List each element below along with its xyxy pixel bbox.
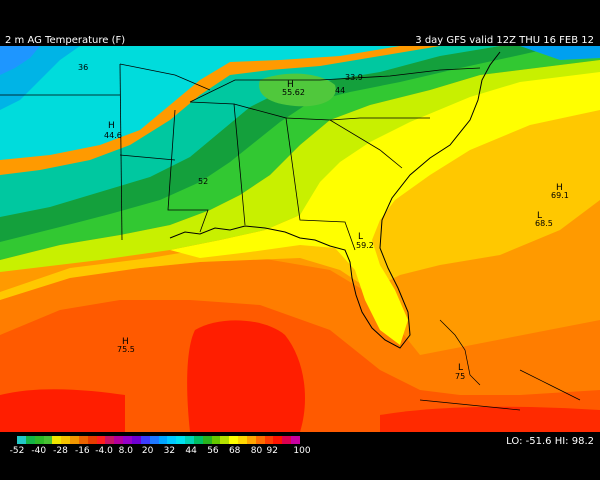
color-scale-cell bbox=[291, 436, 300, 444]
teal-zone bbox=[0, 46, 500, 217]
lo-value: -51.6 bbox=[525, 436, 552, 447]
color-scale-cell bbox=[70, 436, 79, 444]
color-scale-cell bbox=[264, 436, 274, 444]
hi-label: HI: bbox=[554, 436, 569, 447]
high-markers: H 55.62 H 44.6 H 69.1 H 75.5 bbox=[104, 80, 569, 354]
blue-patch-ne bbox=[520, 46, 600, 60]
state-borders bbox=[0, 63, 481, 251]
yellow-green-zone bbox=[0, 60, 600, 272]
color-scale-cell bbox=[149, 436, 159, 444]
color-scale-cell bbox=[238, 436, 247, 444]
color-scale-cell bbox=[193, 436, 203, 444]
lo-hi-stats: LO: -51.6 HI: 98.2 bbox=[506, 436, 594, 447]
color-scale-label: 80 bbox=[250, 446, 263, 456]
color-scale-label: 32 bbox=[163, 446, 176, 456]
high-mark: H bbox=[122, 337, 129, 347]
color-scale-cell bbox=[185, 436, 194, 444]
color-scale-cell bbox=[61, 436, 71, 444]
color-scale-label: 68 bbox=[228, 446, 241, 456]
blue-zone bbox=[0, 46, 40, 75]
color-scale-cell bbox=[114, 436, 124, 444]
color-scale-labels: -52 -40 -28 -16 -4.0 8.0 20 32 44 56 68 80 92 100 bbox=[0, 446, 320, 458]
color-scale-cell bbox=[34, 436, 44, 444]
color-scale-cell bbox=[255, 436, 265, 444]
color-scale-label: -28 bbox=[53, 446, 68, 456]
color-scale-cell bbox=[131, 436, 141, 444]
color-scale-cell bbox=[25, 436, 35, 444]
high-value: 69.1 bbox=[551, 191, 569, 200]
color-scale-cell bbox=[176, 436, 186, 444]
color-scale-cell bbox=[52, 436, 62, 444]
color-scale-cell bbox=[123, 436, 132, 444]
high-value: 75.5 bbox=[117, 345, 135, 354]
color-scale-label: 44 bbox=[185, 446, 197, 456]
low-mark: L bbox=[537, 211, 542, 221]
color-scale-label: -40 bbox=[31, 446, 47, 456]
color-scale-cell bbox=[87, 436, 97, 444]
cyan-zone bbox=[0, 46, 400, 160]
value-labels: 36 44 33.9 52 bbox=[78, 63, 363, 186]
caribbean-islands bbox=[419, 319, 581, 411]
hi-value: 98.2 bbox=[571, 436, 594, 447]
green-zone bbox=[0, 46, 600, 260]
low-value: 75 bbox=[455, 372, 465, 381]
field-title: 2 m AG Temperature (F) bbox=[5, 35, 126, 46]
header-bar: 2 m AG Temperature (F) 3 day GFS valid 1… bbox=[0, 0, 600, 46]
color-scale-label: 100 bbox=[293, 446, 311, 456]
low-mark: L bbox=[458, 363, 463, 373]
color-scale-cell bbox=[220, 436, 230, 444]
high-mark: H bbox=[556, 183, 563, 193]
color-scale-cell bbox=[78, 436, 88, 444]
coastline bbox=[169, 51, 501, 349]
color-scale-cell bbox=[43, 436, 53, 444]
color-scale-label: 20 bbox=[141, 446, 154, 456]
red-zone-sw bbox=[0, 389, 125, 432]
high-mark: H bbox=[287, 80, 294, 90]
dark-green-zone bbox=[0, 46, 560, 242]
color-scale-label: 56 bbox=[207, 446, 219, 456]
color-scale-cell bbox=[202, 436, 212, 444]
yellow-zone bbox=[170, 70, 600, 345]
color-scale-cell bbox=[17, 436, 26, 444]
value-label: 52 bbox=[198, 177, 208, 186]
color-scale-label: 92 bbox=[266, 446, 278, 456]
value-label: 36 bbox=[78, 63, 88, 72]
color-scale-cell bbox=[158, 436, 168, 444]
value-label: 33.9 bbox=[345, 73, 363, 82]
color-scale-cell bbox=[273, 436, 283, 444]
temperature-map: 36 44 33.9 52 H 55.62 H 44.6 H 69.1 H 75… bbox=[0, 46, 600, 432]
low-mark: L bbox=[358, 232, 363, 242]
color-scale-cell bbox=[229, 436, 239, 444]
high-mark: H bbox=[108, 121, 115, 131]
color-scale-label: -4.0 bbox=[95, 446, 113, 456]
low-markers: L 59.2 L 68.5 L 75 bbox=[356, 211, 553, 381]
high-value: 44.6 bbox=[104, 131, 122, 140]
low-value: 68.5 bbox=[535, 219, 553, 228]
color-scale-cell bbox=[105, 436, 115, 444]
color-scale-cell bbox=[282, 436, 292, 444]
valid-time: 3 day GFS valid 12Z THU 16 FEB 12 bbox=[415, 35, 594, 46]
color-scale-cell bbox=[140, 436, 150, 444]
high-value: 55.62 bbox=[282, 88, 305, 97]
value-label: 44 bbox=[335, 86, 345, 95]
green-patch-tn bbox=[259, 73, 336, 107]
color-scale-cell bbox=[246, 436, 256, 444]
color-scale-cell bbox=[96, 436, 106, 444]
color-scale-label: -16 bbox=[74, 446, 90, 456]
low-value: 59.2 bbox=[356, 241, 374, 250]
color-scale-cell bbox=[211, 436, 221, 444]
color-scale-cell bbox=[167, 436, 177, 444]
red-zone-gulf bbox=[187, 320, 305, 432]
lo-label: LO: bbox=[506, 436, 523, 447]
color-scale-label: 8.0 bbox=[118, 446, 134, 456]
color-scale-label: -52 bbox=[9, 446, 25, 456]
color-scale-bar bbox=[17, 436, 300, 444]
red-zone-se bbox=[380, 406, 600, 432]
